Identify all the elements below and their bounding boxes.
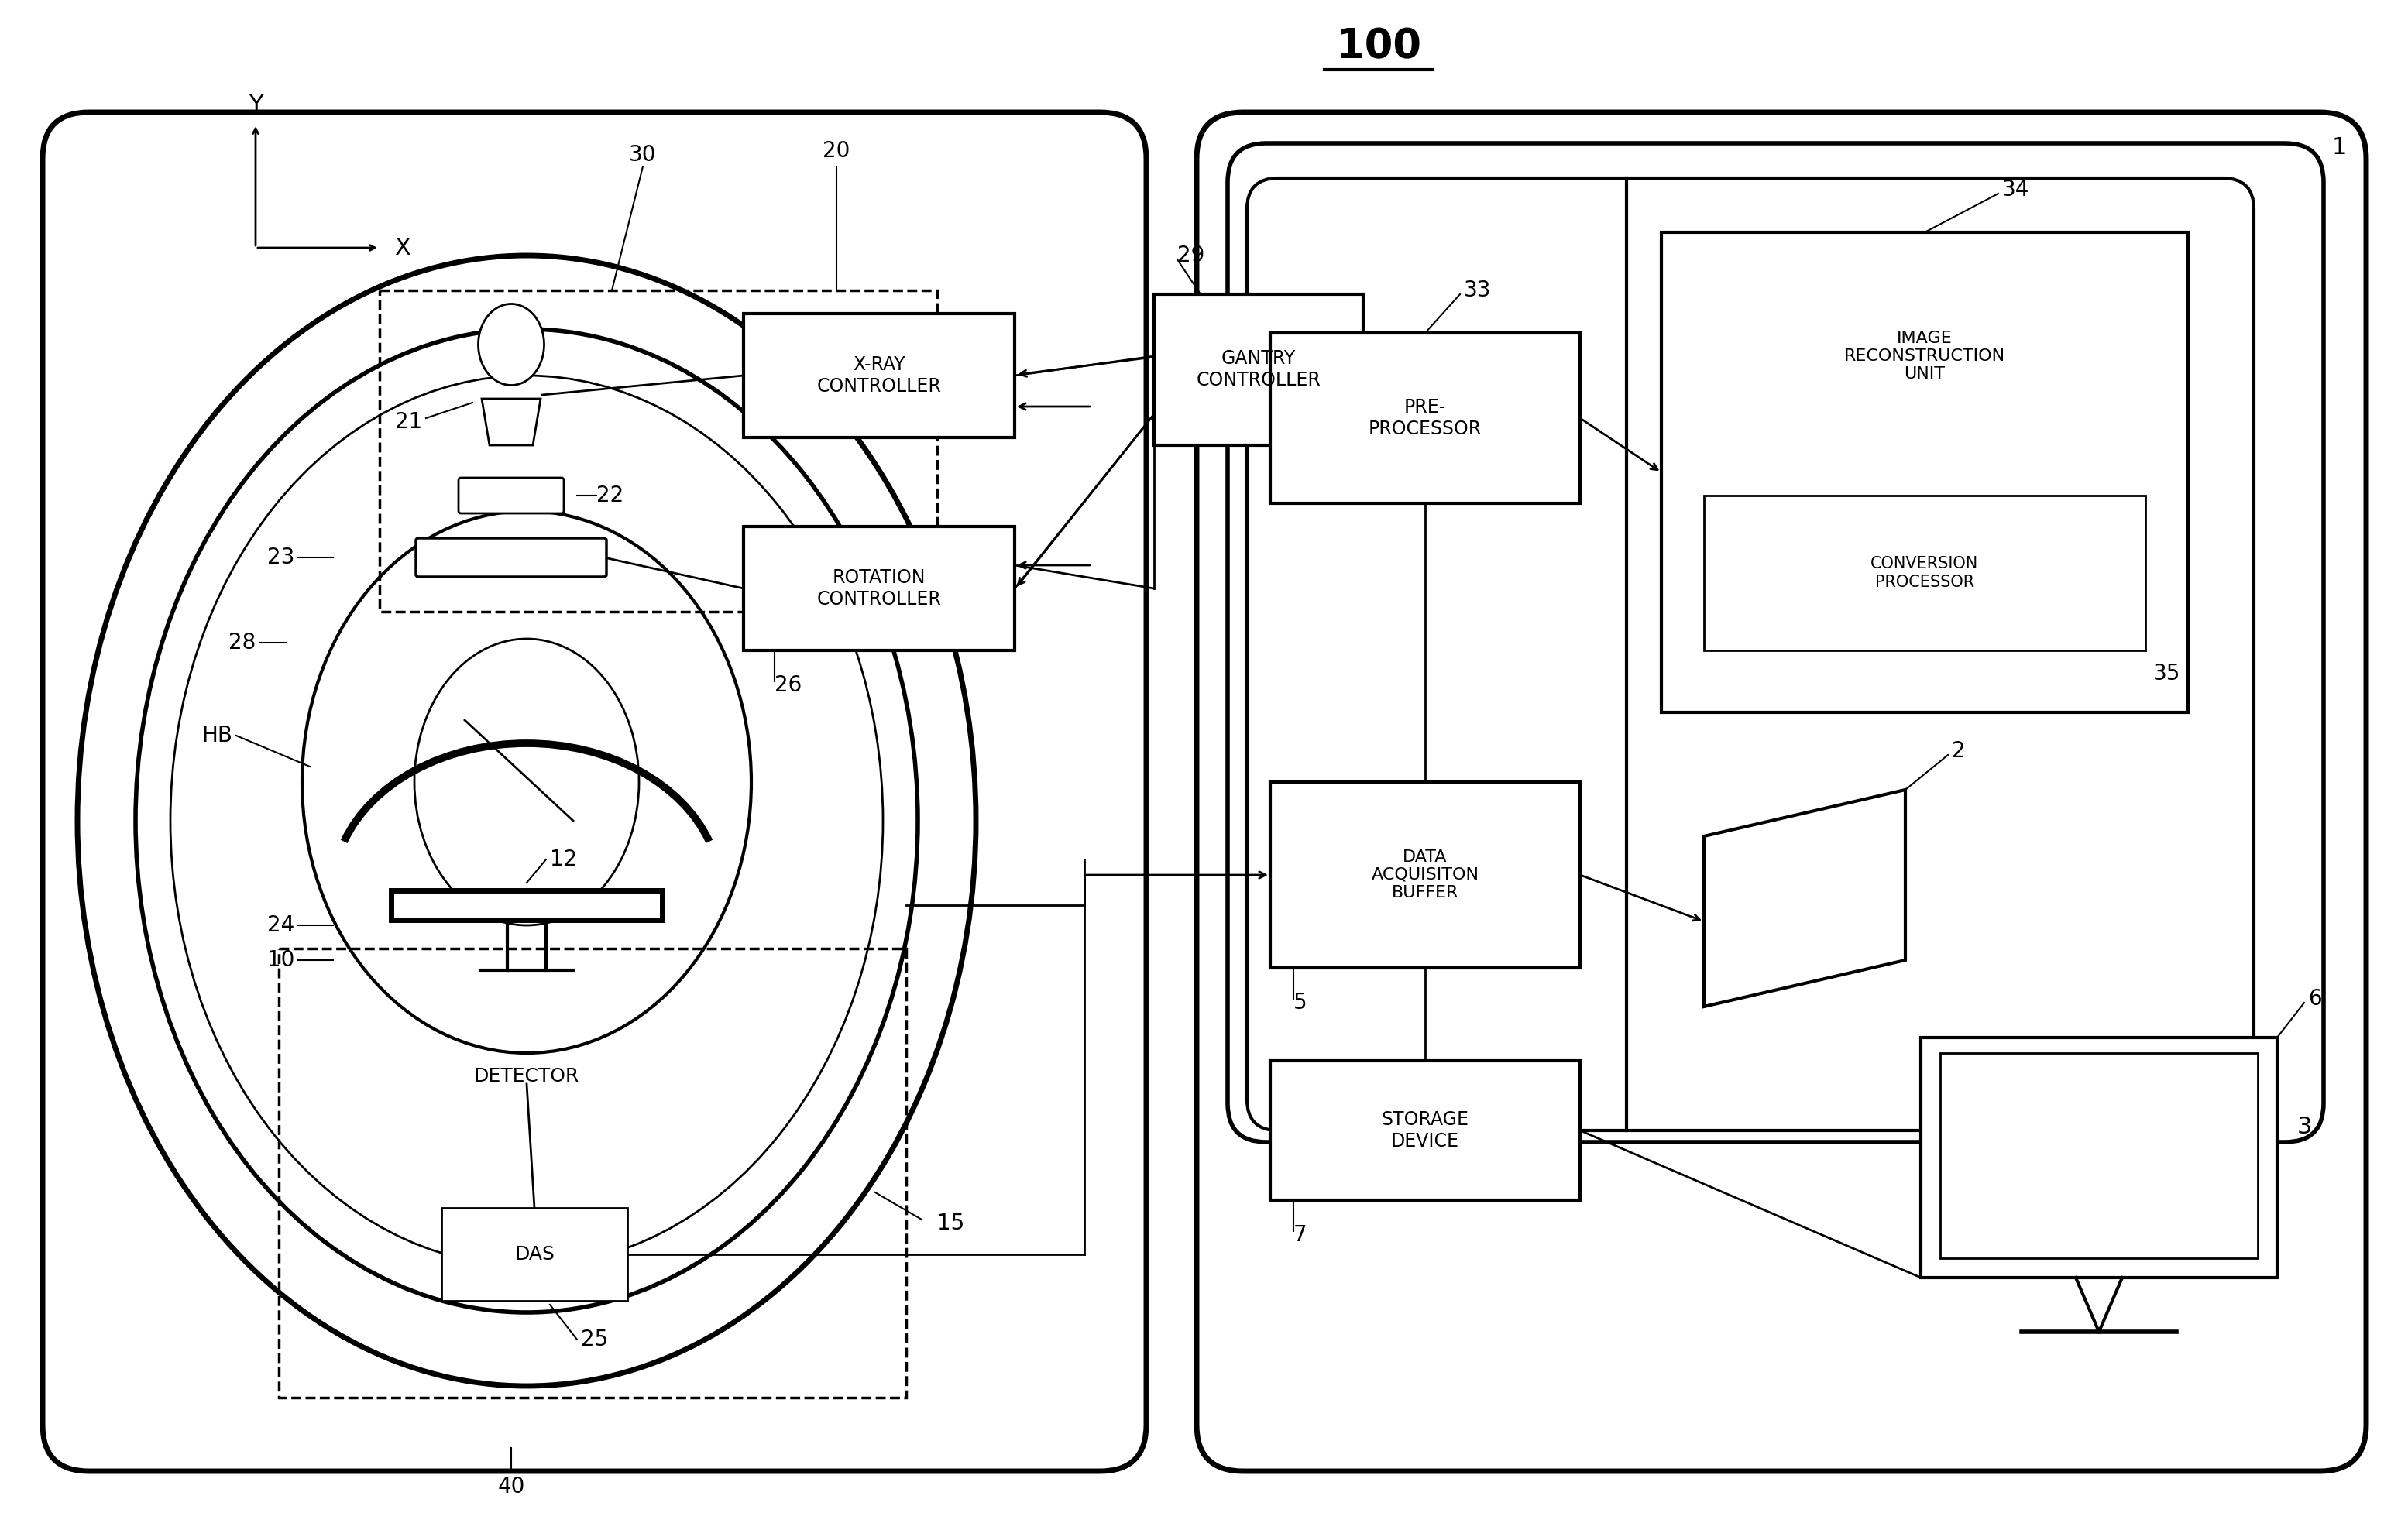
Text: X: X <box>395 237 412 259</box>
Bar <box>1662 233 2189 713</box>
Text: IMAGE
RECONSTRUCTION
UNIT: IMAGE RECONSTRUCTION UNIT <box>1845 330 2006 382</box>
Polygon shape <box>1705 789 1905 1007</box>
Text: 15: 15 <box>937 1213 966 1235</box>
Text: 1: 1 <box>2331 136 2345 158</box>
Text: Y: Y <box>248 93 262 116</box>
Text: 33: 33 <box>1464 280 1491 301</box>
Text: 28: 28 <box>229 632 255 653</box>
FancyBboxPatch shape <box>417 539 607 577</box>
Ellipse shape <box>135 329 917 1313</box>
Text: DATA
ACQUISITON
BUFFER: DATA ACQUISITON BUFFER <box>1370 849 1479 901</box>
Text: 100: 100 <box>1336 26 1421 67</box>
Text: 26: 26 <box>775 675 802 696</box>
Ellipse shape <box>171 375 884 1265</box>
Text: HB: HB <box>202 725 231 747</box>
Text: GANTRY
CONTROLLER: GANTRY CONTROLLER <box>1197 349 1322 390</box>
Text: 20: 20 <box>824 141 850 162</box>
Bar <box>1705 496 2146 650</box>
Text: 30: 30 <box>628 144 657 165</box>
Bar <box>1153 294 1363 445</box>
Text: 29: 29 <box>1178 245 1204 266</box>
FancyBboxPatch shape <box>1247 177 2254 1131</box>
Text: 21: 21 <box>395 412 421 433</box>
Ellipse shape <box>479 304 544 386</box>
Text: 2: 2 <box>1953 741 1965 762</box>
Text: ROTATION
CONTROLLER: ROTATION CONTROLLER <box>816 569 942 609</box>
FancyBboxPatch shape <box>1228 144 2324 1141</box>
Text: 22: 22 <box>597 485 624 506</box>
Ellipse shape <box>77 256 975 1386</box>
Text: X-RAY
CONTROLLER: X-RAY CONTROLLER <box>816 355 942 396</box>
FancyBboxPatch shape <box>458 477 563 514</box>
Bar <box>744 314 1014 438</box>
Ellipse shape <box>414 640 638 926</box>
Bar <box>279 949 905 1397</box>
Text: 12: 12 <box>549 849 578 871</box>
Bar <box>744 526 1014 650</box>
Ellipse shape <box>301 511 751 1053</box>
Text: PRE-
PROCESSOR: PRE- PROCESSOR <box>1368 398 1481 438</box>
Text: 34: 34 <box>2001 179 2030 200</box>
Text: STORAGE
DEVICE: STORAGE DEVICE <box>1382 1111 1469 1151</box>
Text: 10: 10 <box>267 949 294 972</box>
Bar <box>441 1207 628 1300</box>
Bar <box>1941 1053 2259 1258</box>
Polygon shape <box>1922 1037 2278 1278</box>
Text: 3: 3 <box>2297 1115 2312 1138</box>
Text: 40: 40 <box>498 1476 525 1498</box>
Text: DETECTOR: DETECTOR <box>474 1066 580 1086</box>
FancyBboxPatch shape <box>43 112 1146 1472</box>
Text: 25: 25 <box>580 1328 609 1351</box>
Text: CONVERSION
PROCESSOR: CONVERSION PROCESSOR <box>1871 557 1979 589</box>
Text: 6: 6 <box>2309 988 2321 1010</box>
FancyBboxPatch shape <box>1197 112 2367 1472</box>
Bar <box>1271 1060 1580 1200</box>
Text: 5: 5 <box>1293 991 1308 1013</box>
Bar <box>390 890 662 920</box>
Polygon shape <box>482 399 542 445</box>
Bar <box>1271 334 1580 503</box>
Bar <box>1271 782 1580 968</box>
Text: 23: 23 <box>267 546 294 568</box>
Bar <box>380 291 937 612</box>
Text: 35: 35 <box>2153 662 2182 684</box>
Text: 24: 24 <box>267 915 294 936</box>
Text: 7: 7 <box>1293 1224 1308 1245</box>
Text: DAS: DAS <box>515 1245 554 1264</box>
